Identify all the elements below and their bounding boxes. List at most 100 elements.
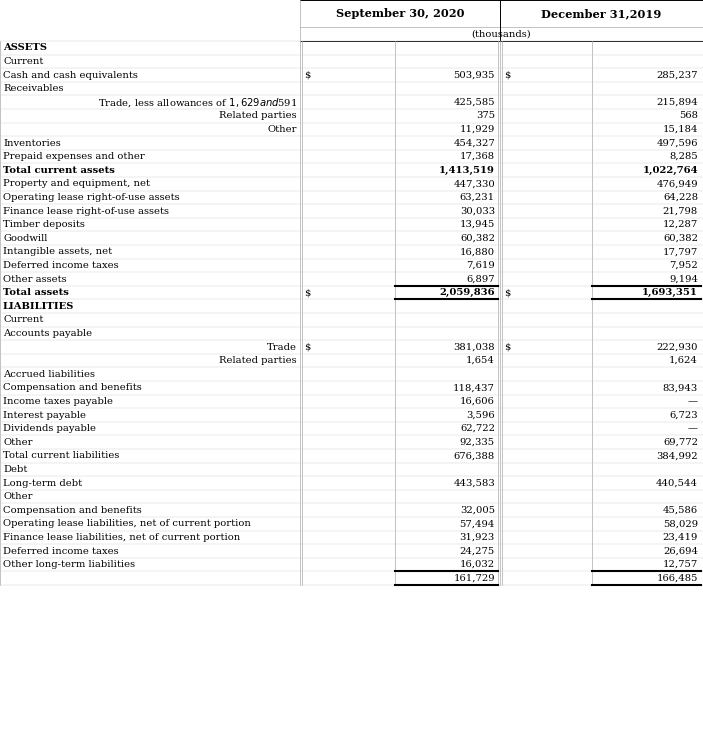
Text: 503,935: 503,935: [453, 71, 495, 79]
Text: December 31,2019: December 31,2019: [541, 8, 662, 19]
Text: 92,335: 92,335: [460, 438, 495, 446]
Text: Other: Other: [3, 492, 32, 501]
Text: Accounts payable: Accounts payable: [3, 329, 92, 338]
Text: 6,723: 6,723: [669, 410, 698, 419]
Text: Trade: Trade: [267, 342, 297, 351]
Text: $: $: [304, 342, 311, 351]
Text: 1,413,519: 1,413,519: [439, 166, 495, 175]
Text: 11,929: 11,929: [460, 125, 495, 134]
Text: 384,992: 384,992: [657, 452, 698, 460]
Text: 166,485: 166,485: [657, 574, 698, 583]
Text: 21,798: 21,798: [663, 207, 698, 216]
Text: 17,368: 17,368: [460, 152, 495, 161]
Text: 447,330: 447,330: [453, 179, 495, 188]
Text: 1,654: 1,654: [466, 356, 495, 365]
Text: Related parties: Related parties: [219, 112, 297, 121]
Text: 425,585: 425,585: [453, 98, 495, 107]
Text: (thousands): (thousands): [472, 29, 531, 38]
Text: 476,949: 476,949: [657, 179, 698, 188]
Text: 60,382: 60,382: [663, 234, 698, 243]
Text: Dividends payable: Dividends payable: [3, 424, 96, 433]
Text: 497,596: 497,596: [657, 139, 698, 148]
Text: Finance lease liabilities, net of current portion: Finance lease liabilities, net of curren…: [3, 533, 240, 542]
Text: 63,231: 63,231: [460, 193, 495, 202]
Text: 161,729: 161,729: [453, 574, 495, 583]
Text: 222,930: 222,930: [657, 342, 698, 351]
Text: 32,005: 32,005: [460, 506, 495, 515]
Text: Compensation and benefits: Compensation and benefits: [3, 383, 142, 392]
Text: $: $: [504, 288, 510, 297]
Text: 1,693,351: 1,693,351: [642, 288, 698, 297]
Text: 375: 375: [476, 112, 495, 121]
Text: 12,287: 12,287: [663, 220, 698, 229]
Text: Finance lease right-of-use assets: Finance lease right-of-use assets: [3, 207, 169, 216]
Text: Intangible assets, net: Intangible assets, net: [3, 247, 112, 256]
Text: Operating lease liabilities, net of current portion: Operating lease liabilities, net of curr…: [3, 520, 251, 529]
Text: 60,382: 60,382: [460, 234, 495, 243]
Text: Cash and cash equivalents: Cash and cash equivalents: [3, 71, 138, 79]
Text: Accrued liabilities: Accrued liabilities: [3, 369, 95, 379]
Text: Prepaid expenses and other: Prepaid expenses and other: [3, 152, 145, 161]
Text: Other assets: Other assets: [3, 274, 67, 284]
Text: 2,059,836: 2,059,836: [439, 288, 495, 297]
Text: Timber deposits: Timber deposits: [3, 220, 85, 229]
Text: 45,586: 45,586: [663, 506, 698, 515]
Text: Current: Current: [3, 57, 44, 66]
Text: LIABILITIES: LIABILITIES: [3, 302, 75, 311]
Text: 16,032: 16,032: [460, 560, 495, 569]
Text: 1,022,764: 1,022,764: [643, 166, 698, 175]
Text: Trade, less allowances of $1,629 and $591: Trade, less allowances of $1,629 and $59…: [98, 96, 297, 109]
Text: —: —: [688, 424, 698, 433]
Text: 13,945: 13,945: [460, 220, 495, 229]
Text: 57,494: 57,494: [460, 520, 495, 529]
Text: September 30, 2020: September 30, 2020: [336, 8, 464, 19]
Text: 16,880: 16,880: [460, 247, 495, 256]
Text: Debt: Debt: [3, 465, 27, 474]
Text: 9,194: 9,194: [669, 274, 698, 284]
Text: $: $: [304, 288, 311, 297]
Text: 62,722: 62,722: [460, 424, 495, 433]
Text: —: —: [688, 397, 698, 406]
Text: Total current assets: Total current assets: [3, 166, 115, 175]
Text: Deferred income taxes: Deferred income taxes: [3, 261, 119, 270]
Text: Income taxes payable: Income taxes payable: [3, 397, 113, 406]
Text: Receivables: Receivables: [3, 84, 63, 93]
Text: Property and equipment, net: Property and equipment, net: [3, 179, 150, 188]
Text: ASSETS: ASSETS: [3, 43, 47, 52]
Text: 26,694: 26,694: [663, 547, 698, 556]
Text: 443,583: 443,583: [453, 479, 495, 488]
Text: 17,797: 17,797: [663, 247, 698, 256]
Text: 30,033: 30,033: [460, 207, 495, 216]
Text: 12,757: 12,757: [663, 560, 698, 569]
Text: Related parties: Related parties: [219, 356, 297, 365]
Text: 16,606: 16,606: [460, 397, 495, 406]
Text: Deferred income taxes: Deferred income taxes: [3, 547, 119, 556]
Text: 83,943: 83,943: [663, 383, 698, 392]
Text: 7,619: 7,619: [466, 261, 495, 270]
Text: Compensation and benefits: Compensation and benefits: [3, 506, 142, 515]
Text: 440,544: 440,544: [656, 479, 698, 488]
Text: 58,029: 58,029: [663, 520, 698, 529]
Text: 676,388: 676,388: [453, 452, 495, 460]
Text: 24,275: 24,275: [460, 547, 495, 556]
Text: Total assets: Total assets: [3, 288, 69, 297]
Text: 118,437: 118,437: [453, 383, 495, 392]
Text: 69,772: 69,772: [663, 438, 698, 446]
Text: Interest payable: Interest payable: [3, 410, 86, 419]
Text: 23,419: 23,419: [663, 533, 698, 542]
Text: 454,327: 454,327: [453, 139, 495, 148]
Text: Operating lease right-of-use assets: Operating lease right-of-use assets: [3, 193, 180, 202]
Text: Goodwill: Goodwill: [3, 234, 47, 243]
Text: 8,285: 8,285: [669, 152, 698, 161]
Text: 31,923: 31,923: [460, 533, 495, 542]
Text: 1,624: 1,624: [669, 356, 698, 365]
Text: 15,184: 15,184: [662, 125, 698, 134]
Text: 3,596: 3,596: [466, 410, 495, 419]
Text: $: $: [304, 71, 311, 79]
Text: Other long-term liabilities: Other long-term liabilities: [3, 560, 135, 569]
Text: 285,237: 285,237: [657, 71, 698, 79]
Text: $: $: [504, 342, 510, 351]
Text: 215,894: 215,894: [656, 98, 698, 107]
Text: 7,952: 7,952: [669, 261, 698, 270]
Text: 381,038: 381,038: [453, 342, 495, 351]
